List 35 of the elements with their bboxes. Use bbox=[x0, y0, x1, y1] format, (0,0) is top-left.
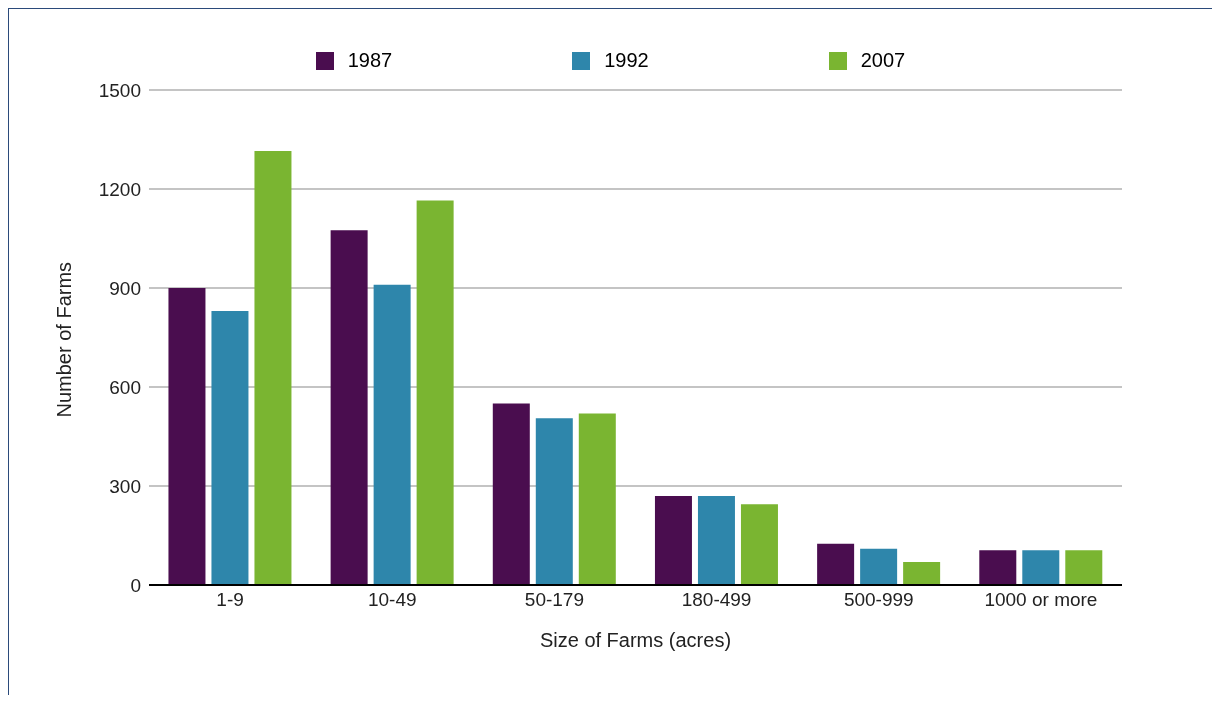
x-tick-label: 180-499 bbox=[681, 589, 752, 611]
bar bbox=[740, 504, 778, 585]
bar bbox=[860, 548, 898, 585]
y-tick-label: 300 bbox=[109, 475, 141, 497]
x-tick-label: 500-999 bbox=[843, 589, 914, 611]
bar bbox=[373, 284, 411, 585]
x-tick-label: 1-9 bbox=[216, 589, 244, 611]
bar bbox=[817, 543, 855, 585]
bar bbox=[697, 495, 735, 585]
legend-label: 1992 bbox=[604, 49, 649, 72]
bar bbox=[330, 230, 368, 585]
y-tick-label: 900 bbox=[109, 277, 141, 299]
bar bbox=[416, 200, 454, 585]
bar bbox=[254, 151, 292, 585]
legend-label: 2007 bbox=[860, 49, 906, 72]
legend-label: 1987 bbox=[347, 49, 393, 72]
x-axis-title: Size of Farms (acres) bbox=[539, 629, 732, 651]
y-axis-title: Number of Farms bbox=[53, 261, 76, 418]
bar bbox=[903, 561, 941, 585]
bar bbox=[535, 418, 573, 585]
y-tick-label: 1500 bbox=[98, 79, 141, 101]
bar bbox=[979, 550, 1017, 585]
bar bbox=[578, 413, 616, 585]
bar bbox=[1065, 550, 1103, 585]
y-tick-label: 1200 bbox=[98, 178, 141, 200]
x-tick-label: 50-179 bbox=[524, 589, 584, 611]
x-tick-label: 1000 or more bbox=[984, 589, 1098, 611]
y-tick-label: 600 bbox=[109, 376, 141, 398]
bar bbox=[492, 403, 530, 585]
bar bbox=[654, 495, 692, 585]
bar bbox=[1022, 550, 1060, 585]
y-tick-label: 0 bbox=[130, 574, 141, 596]
x-tick-label: 10-49 bbox=[367, 589, 417, 611]
bar bbox=[211, 311, 249, 585]
bar bbox=[168, 288, 206, 585]
